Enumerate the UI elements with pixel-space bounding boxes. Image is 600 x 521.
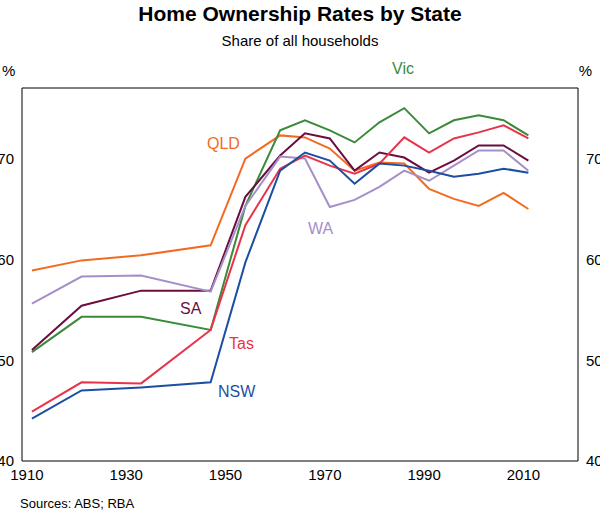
- svg-text:70: 70: [586, 150, 592, 167]
- svg-text:1970: 1970: [308, 466, 341, 483]
- html-text:QLD: QLD: [207, 135, 240, 152]
- svg-text:50: 50: [586, 352, 592, 369]
- html-text:Share of all households: Share of all households: [221, 32, 379, 49]
- svg-text:1930: 1930: [110, 466, 143, 483]
- html-text:Vic: Vic: [392, 60, 414, 77]
- html-text:SA: SA: [180, 300, 202, 317]
- svg-text:2010: 2010: [507, 466, 540, 483]
- html-text:Tas: Tas: [229, 335, 254, 352]
- svg-text:60: 60: [586, 251, 592, 268]
- svg-text:1950: 1950: [209, 466, 242, 483]
- svg-text:50: 50: [8, 352, 14, 369]
- html-text:Home Ownership Rates by State: Home Ownership Rates by State: [138, 2, 462, 25]
- svg-text:1990: 1990: [407, 466, 440, 483]
- svg-text:40: 40: [586, 452, 592, 469]
- svg-text:70: 70: [8, 150, 14, 167]
- html-text:NSW: NSW: [218, 383, 256, 400]
- html-text:Sources: ABS; RBA: Sources: ABS; RBA: [20, 496, 135, 511]
- html-text:WA: WA: [308, 220, 334, 237]
- svg-text:1910: 1910: [10, 466, 43, 483]
- svg-text:40: 40: [8, 452, 14, 469]
- svg-text:60: 60: [8, 251, 14, 268]
